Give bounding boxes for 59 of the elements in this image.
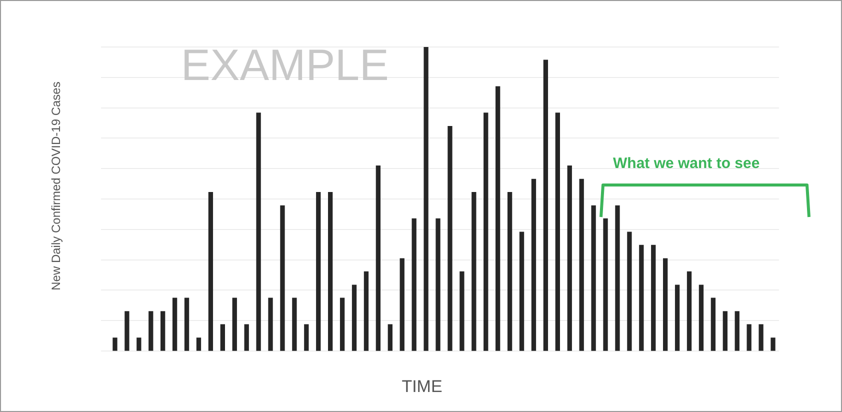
bar: [376, 166, 381, 351]
bar: [674, 284, 680, 351]
annotation: What we want to see: [613, 155, 760, 172]
bar: [496, 86, 500, 351]
bar: [196, 338, 202, 351]
bar: [710, 298, 716, 351]
bar: [436, 218, 440, 351]
bar: [364, 271, 369, 351]
bar: [112, 338, 118, 351]
bar: [555, 112, 560, 351]
bar: [388, 324, 392, 351]
bar: [316, 192, 321, 351]
bar: [507, 192, 512, 351]
bar: [184, 298, 190, 351]
bar: [567, 166, 572, 351]
bar: [698, 284, 704, 351]
bar: [268, 298, 273, 351]
bar: [424, 47, 428, 351]
bar: [280, 205, 285, 351]
bar: [352, 284, 357, 351]
bar: [531, 178, 536, 351]
bar: [770, 338, 776, 351]
bar: [615, 205, 620, 351]
bar: [172, 298, 178, 351]
bar: [328, 192, 333, 351]
bar: [148, 311, 154, 351]
bar: [256, 112, 261, 351]
bar: [472, 192, 476, 351]
y-axis-title: New Daily Confirmed COVID-19 Cases: [49, 82, 63, 290]
bar: [686, 271, 692, 351]
bar: [627, 232, 632, 351]
bar: [519, 232, 524, 351]
bar: [124, 311, 130, 351]
bar: [160, 311, 166, 351]
bar: [651, 244, 656, 351]
bar: [543, 60, 548, 351]
bar: [220, 324, 225, 351]
bar: [448, 126, 452, 351]
bar: [340, 298, 345, 351]
bar: [591, 205, 596, 351]
bar: [758, 324, 764, 351]
bar: [734, 311, 740, 351]
bar: [484, 112, 488, 351]
bar: [244, 324, 249, 351]
bar: [292, 298, 297, 351]
bar: [304, 324, 309, 351]
bar: [663, 258, 668, 351]
bar: [412, 218, 416, 351]
x-axis-title: TIME: [400, 377, 444, 397]
bar: [400, 258, 404, 351]
bar: [746, 324, 752, 351]
bar: [579, 178, 584, 351]
bar: [232, 298, 237, 351]
bar: [136, 338, 142, 351]
bar: [722, 311, 728, 351]
bar: [208, 192, 214, 351]
bar: [460, 271, 464, 351]
bar: [639, 244, 644, 351]
bar: [603, 218, 608, 351]
